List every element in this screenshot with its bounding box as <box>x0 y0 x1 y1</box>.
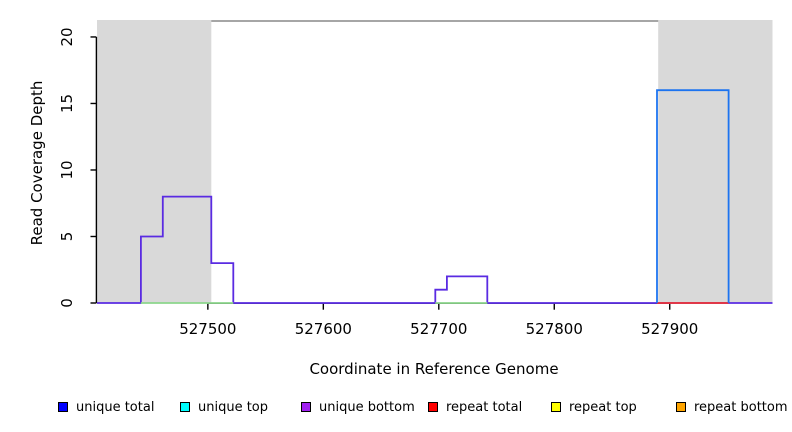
legend-swatch-unique-total <box>58 402 68 412</box>
shaded-repeat-region <box>658 20 773 304</box>
legend-label: unique top <box>198 399 269 415</box>
shaded-repeat-region <box>97 20 212 304</box>
legend-item-repeat-top: repeat top <box>551 399 637 415</box>
legend-item-repeat-total: repeat total <box>428 399 523 415</box>
legend-item-repeat-bottom: repeat bottom <box>676 399 788 415</box>
x-tick-label: 527900 <box>641 320 698 338</box>
legend-item-unique-total: unique total <box>58 399 155 415</box>
y-tick-label: 20 <box>58 27 76 46</box>
legend-label: repeat bottom <box>694 399 788 415</box>
y-tick-label: 0 <box>58 298 76 308</box>
trace-unique-bottom-step-trace <box>97 195 773 304</box>
x-tick-label: 527700 <box>410 320 467 338</box>
legend-swatch-repeat-total <box>428 402 438 412</box>
trace-unique-total-peak-box <box>656 89 730 303</box>
legend-swatch-unique-top <box>180 402 190 412</box>
legend-label: unique total <box>76 399 155 415</box>
legend-item-unique-bottom: unique bottom <box>301 399 415 415</box>
y-tick-label: 5 <box>58 232 76 242</box>
x-tick-label: 527600 <box>295 320 352 338</box>
y-tick-label: 10 <box>58 160 76 179</box>
legend-label: repeat top <box>569 399 637 415</box>
y-tick-label: 15 <box>58 94 76 113</box>
legend-label: unique bottom <box>319 399 415 415</box>
x-tick-label: 527800 <box>526 320 583 338</box>
legend-swatch-repeat-bottom <box>676 402 686 412</box>
x-axis-title: Coordinate in Reference Genome <box>309 360 559 378</box>
legend-label: repeat total <box>446 399 523 415</box>
y-axis-title: Read Coverage Depth <box>28 80 46 246</box>
legend-swatch-unique-bottom <box>301 402 311 412</box>
legend-item-unique-top: unique top <box>180 399 269 415</box>
legend-swatch-repeat-top <box>551 402 561 412</box>
x-tick-label: 527500 <box>179 320 236 338</box>
